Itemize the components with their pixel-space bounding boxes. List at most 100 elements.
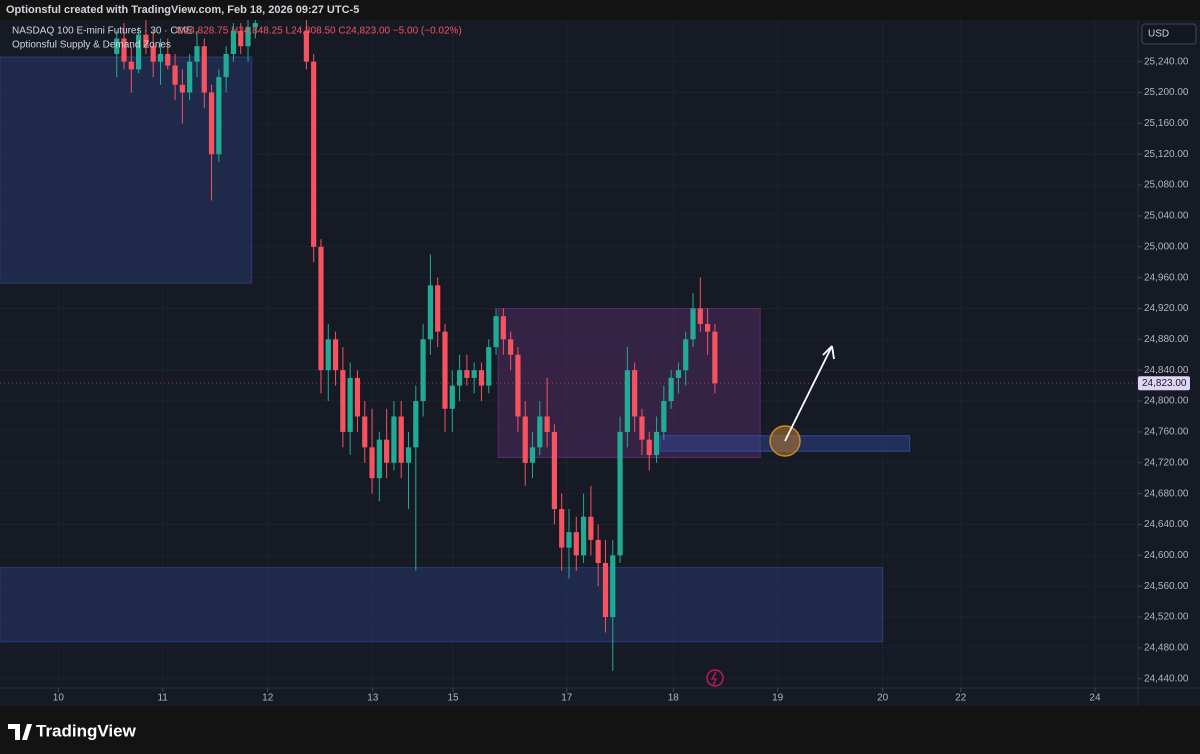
candle-body xyxy=(500,316,506,340)
candle-body xyxy=(420,339,426,402)
candle-body xyxy=(216,77,222,155)
candle-body xyxy=(471,370,477,378)
currency[interactable]: USD xyxy=(1148,29,1169,40)
y-tick-label: 25,000.00 xyxy=(1144,241,1189,252)
candle-body xyxy=(165,53,171,66)
candle-body xyxy=(252,23,258,27)
ohlc-legend: O24,828.75 H24,848.25 L24,808.50 C24,823… xyxy=(176,26,462,37)
y-tick-label: 25,120.00 xyxy=(1144,149,1189,160)
y-tick-label: 24,440.00 xyxy=(1144,673,1189,684)
candle-body xyxy=(318,246,324,371)
candle-body xyxy=(632,370,638,417)
supply-demand-zone xyxy=(0,567,884,643)
candle-body xyxy=(537,416,543,448)
candle-body xyxy=(697,308,703,324)
candle-body xyxy=(449,385,455,409)
candle-body xyxy=(347,377,353,432)
x-tick-label: 13 xyxy=(367,693,379,704)
header-text: Optionsful created with TradingView.com,… xyxy=(6,4,359,16)
x-tick-label: 24 xyxy=(1089,693,1101,704)
candle-body xyxy=(580,516,587,556)
candle-body xyxy=(705,323,711,332)
candle-body xyxy=(384,439,390,463)
candle-body xyxy=(172,65,178,85)
candle-body xyxy=(325,339,331,371)
candle-body xyxy=(675,370,682,378)
candle-body xyxy=(690,308,696,340)
candle-body xyxy=(435,285,441,332)
x-tick-label: 12 xyxy=(262,693,274,704)
candle-body xyxy=(245,26,251,47)
candle-body xyxy=(551,431,558,510)
header-bar xyxy=(0,0,1200,20)
y-tick-label: 24,560.00 xyxy=(1144,581,1189,592)
y-tick-label: 25,080.00 xyxy=(1144,180,1189,191)
axes: 24,440.00 24,480.00 24,520.00 24,560.00 24,6… xyxy=(53,56,1190,704)
candle-body xyxy=(427,285,433,340)
candle-body xyxy=(566,532,572,548)
candle-body xyxy=(311,61,317,247)
candle-body xyxy=(230,30,237,54)
plot-area xyxy=(0,20,1138,672)
currency-box[interactable] xyxy=(1141,23,1197,45)
y-tick-label: 24,800.00 xyxy=(1144,396,1189,407)
candle-body xyxy=(340,370,346,432)
candle-body xyxy=(362,416,368,448)
candle-body xyxy=(639,416,645,440)
y-tick-label: 24,640.00 xyxy=(1144,519,1189,530)
candle-body xyxy=(143,34,149,47)
candle-body xyxy=(405,447,412,463)
x-tick-label: 10 xyxy=(53,693,65,704)
candle-body xyxy=(493,316,499,348)
y-tick-label: 24,760.00 xyxy=(1144,427,1189,438)
x-tick-label: 20 xyxy=(877,693,889,704)
candle-body xyxy=(646,439,652,456)
y-tick-label: 24,720.00 xyxy=(1144,457,1189,468)
candle-body xyxy=(595,539,601,564)
candle-body xyxy=(238,30,244,47)
footer-bar xyxy=(0,706,1200,754)
x-tick-label: 19 xyxy=(772,693,784,704)
candle-body xyxy=(128,61,134,70)
x-tick-label: 17 xyxy=(561,693,573,704)
candle-body xyxy=(194,46,200,62)
candle-body xyxy=(617,431,623,556)
x-tick-label: 15 xyxy=(447,693,459,704)
candle-body xyxy=(653,431,660,456)
candle-body xyxy=(610,555,616,618)
arrow-head xyxy=(822,345,835,360)
candle-body xyxy=(150,46,156,62)
brand: TradingView xyxy=(36,721,137,740)
event-icon xyxy=(706,669,724,687)
x-tick-label: 11 xyxy=(157,693,168,704)
candle-body xyxy=(456,370,463,386)
indicator-legend: Optionsful Supply & Demand Zones xyxy=(12,40,171,51)
candle-body xyxy=(136,34,142,70)
candle-body xyxy=(464,370,470,378)
y-tick-label: 25,200.00 xyxy=(1144,87,1189,98)
candle-body xyxy=(114,38,120,54)
candle-body xyxy=(121,38,127,62)
candle-body xyxy=(683,339,689,371)
candle-body xyxy=(661,401,667,432)
brand-logo xyxy=(8,724,32,740)
candle-body xyxy=(179,84,185,93)
candle-body xyxy=(157,53,164,62)
candle-body xyxy=(486,347,492,386)
y-tick-label: 25,040.00 xyxy=(1144,211,1189,222)
y-tick-label: 24,920.00 xyxy=(1144,303,1189,314)
candle-body xyxy=(588,516,594,540)
candle-body xyxy=(187,61,193,93)
y-tick-label: 24,480.00 xyxy=(1144,643,1189,654)
y-tick-label: 24,880.00 xyxy=(1144,334,1189,345)
candle-body xyxy=(369,447,375,479)
x-tick-label: 18 xyxy=(668,693,680,704)
event-icon-bolt xyxy=(710,671,718,686)
candle-body xyxy=(332,339,339,371)
candle-body xyxy=(712,331,718,384)
y-tick-label: 24,840.00 xyxy=(1144,365,1189,376)
arrow-line xyxy=(784,345,833,442)
candle-body xyxy=(624,370,630,432)
candle-body xyxy=(573,532,579,556)
